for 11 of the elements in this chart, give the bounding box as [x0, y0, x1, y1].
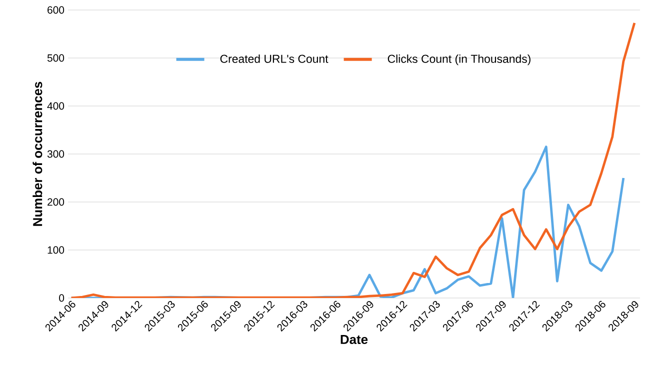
y-tick-label: 600: [48, 6, 64, 14]
y-tick-label: 100: [48, 246, 64, 254]
x-axis-title: Date: [340, 335, 368, 344]
y-tick-label: 200: [48, 198, 64, 206]
y-tick-label: 0: [59, 294, 64, 302]
legend-label: Created URL's Count: [220, 54, 328, 63]
legend-label: Clicks Count (in Thousands): [388, 54, 530, 66]
y-axis-title: Number of occurrences: [32, 82, 42, 226]
y-tick-label: 300: [47, 150, 64, 158]
y-tick-label: 400: [47, 102, 64, 110]
y-tick-label: 500: [47, 54, 64, 62]
